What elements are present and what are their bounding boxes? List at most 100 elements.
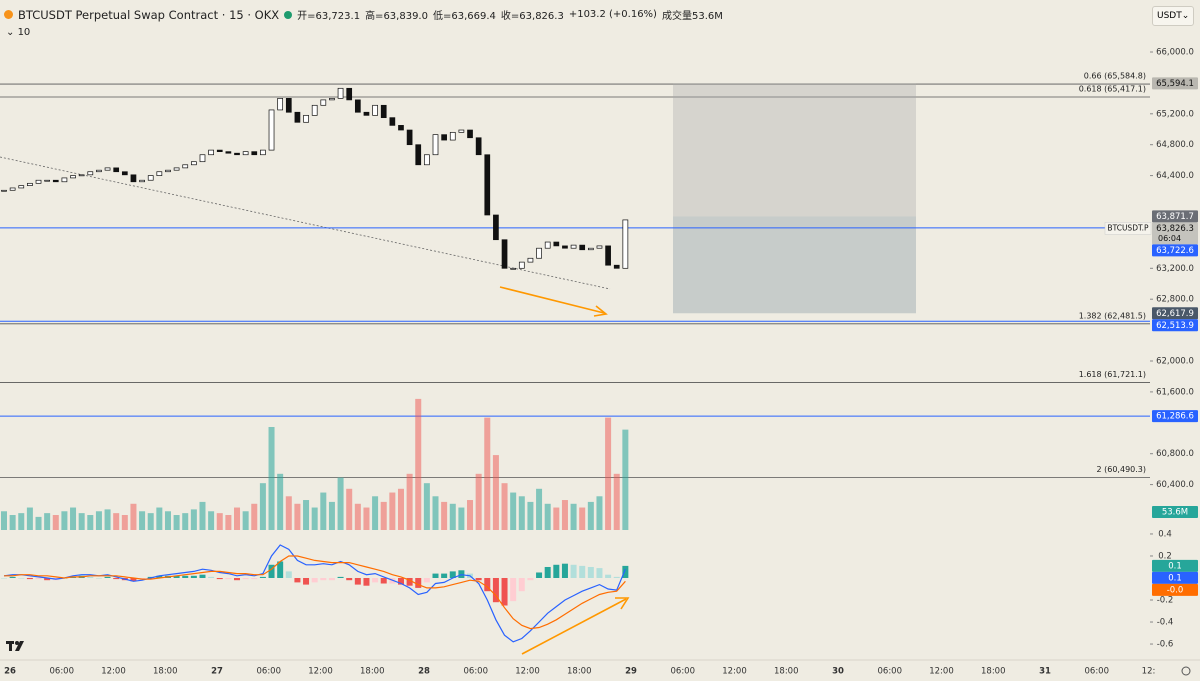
volume-bar — [596, 496, 603, 530]
candle — [622, 219, 629, 269]
price-tag-label: 65,594.1 — [1156, 79, 1194, 89]
x-tick-label: 12:00 — [308, 667, 333, 677]
volume-bar — [337, 477, 344, 530]
macd-histogram-bar — [216, 577, 223, 580]
macd-histogram-bar — [380, 577, 387, 584]
y-tick-label: 63,200.0 — [1156, 264, 1194, 274]
candle — [78, 174, 85, 177]
volume-bar — [1, 511, 7, 530]
volume-bar — [121, 515, 128, 530]
ohlc: 收=63,826.3 — [500, 11, 564, 22]
price-tag — [1152, 77, 1198, 90]
x-tick-label: 12: — [1142, 667, 1156, 677]
volume-bar — [225, 515, 232, 530]
current-price-tag-label: 63,826.3 — [1156, 224, 1194, 234]
candle — [242, 151, 249, 156]
macd-line — [4, 555, 626, 630]
candle — [424, 154, 430, 166]
candle — [562, 245, 568, 249]
macd-histogram-bar — [346, 577, 353, 581]
volume-bar — [70, 507, 77, 530]
macd-histogram-bar — [1, 577, 7, 579]
macd-histogram-bar — [518, 577, 525, 592]
macd-histogram-bar — [104, 576, 111, 578]
volume-bar — [553, 507, 560, 530]
ohlc: 高=63,839.0 — [365, 11, 428, 22]
candle — [536, 247, 542, 259]
x-tick-label: 06:00 — [257, 667, 282, 677]
volume-bar — [467, 500, 474, 530]
volume-bar — [449, 503, 456, 530]
candle — [449, 131, 456, 141]
x-tick-label: 06:00 — [464, 667, 489, 677]
symbol: BTCUSDT Perpetual Swap Contract · 15 · O… — [18, 7, 280, 22]
volume-bar — [458, 507, 465, 530]
volume-bar — [484, 417, 491, 530]
ohlc: 低=63,669.4 — [432, 11, 496, 22]
x-tick-label: 18:00 — [567, 667, 592, 677]
candle — [605, 245, 611, 266]
volume-bar — [52, 515, 59, 530]
volume-bar — [561, 500, 568, 530]
price-tag — [1152, 210, 1198, 223]
candle — [493, 214, 499, 241]
countdown: 06:04 — [1158, 234, 1181, 243]
volume-bar — [397, 488, 404, 530]
volume-bar — [44, 513, 51, 530]
currency-select[interactable]: USDT ⌄ — [1152, 6, 1194, 26]
candle — [398, 125, 404, 131]
candle — [389, 117, 396, 126]
candle — [346, 87, 353, 101]
candle — [70, 175, 76, 179]
price-tag-label: 61,286.6 — [1156, 412, 1194, 422]
candle — [285, 97, 292, 113]
settings-icon[interactable] — [1181, 666, 1191, 676]
volume-bar — [78, 513, 85, 530]
candle — [303, 114, 309, 123]
volume-bar — [95, 511, 102, 530]
macd-histogram-bar — [484, 577, 491, 592]
macd-histogram-bar — [579, 565, 586, 578]
macd-histogram-bar — [372, 577, 379, 583]
volume-bar — [380, 501, 387, 530]
x-tick-label: 29 — [625, 667, 637, 677]
macd-tag — [1152, 571, 1198, 584]
macd-tag-label: 0.1 — [1168, 561, 1182, 571]
candle — [208, 149, 214, 156]
volume-bar — [423, 483, 430, 530]
volume-bar — [587, 501, 594, 530]
volume-bar — [268, 426, 275, 530]
y-tick-label: 66,000.0 — [1156, 47, 1194, 57]
candle — [130, 174, 137, 183]
volume-bar — [9, 515, 16, 530]
indicator-toggle[interactable]: ⌄ 10 — [6, 27, 31, 38]
y-tick-label: 60,800.0 — [1156, 449, 1194, 459]
volume-bar — [605, 417, 612, 530]
volume-bar — [510, 492, 517, 530]
volume-bar — [475, 473, 482, 530]
candle — [260, 149, 266, 156]
candle — [225, 151, 232, 154]
candle — [18, 185, 25, 189]
volume-bar — [259, 483, 266, 530]
tradingview-logo — [6, 641, 24, 651]
coin-icon — [4, 10, 13, 19]
candle — [96, 169, 102, 173]
volume-bar — [35, 516, 42, 530]
fib-label: 1.618 (61,721.1) — [1079, 370, 1146, 379]
x-tick-label: 26 — [4, 667, 16, 677]
y-tick-label: -0.6 — [1157, 640, 1174, 650]
volume-bar — [363, 507, 370, 530]
symbol-tag — [1104, 222, 1152, 235]
volume-bar — [199, 501, 206, 530]
candle — [277, 97, 284, 111]
y-tick-label: 62,000.0 — [1156, 356, 1194, 366]
macd-histogram-bar — [423, 577, 430, 583]
macd-histogram-bar — [596, 568, 603, 578]
candle — [61, 177, 68, 183]
ohlc: 成交量53.6M — [661, 11, 723, 22]
candle — [9, 187, 16, 191]
x-tick-label: 28 — [418, 667, 430, 677]
volume-bar — [182, 513, 189, 530]
